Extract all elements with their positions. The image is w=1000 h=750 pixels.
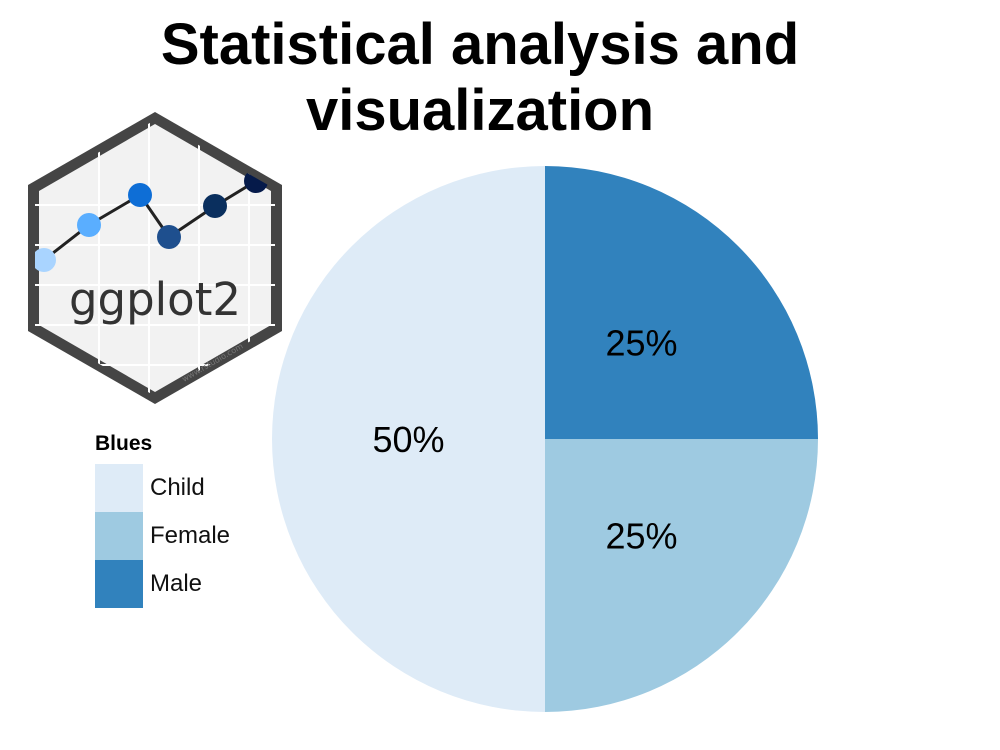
- logo-points: [35, 169, 268, 272]
- legend-label: Child: [150, 474, 205, 501]
- page-title: Statistical analysis and visualization: [0, 12, 960, 144]
- logo-point: [203, 194, 227, 218]
- logo-point: [77, 213, 101, 237]
- legend-label: Female: [150, 522, 231, 549]
- legend-item-female: Female: [95, 512, 230, 560]
- logo-point: [157, 225, 181, 249]
- legend-title: Blues: [95, 432, 153, 455]
- legend-item-child: Child: [95, 464, 230, 512]
- legend-item-male: Male: [95, 560, 230, 608]
- pie-slice-female: [545, 439, 818, 712]
- title-line-1: Statistical analysis and: [160, 12, 800, 77]
- legend-key-male: [95, 560, 143, 608]
- logo-text: ggplot2: [69, 273, 241, 326]
- slice-label-child: 50%: [372, 419, 444, 460]
- pie-slice-male: [545, 166, 818, 439]
- legend-key-female: [95, 512, 143, 560]
- logo-point: [128, 183, 152, 207]
- slice-label-male: 25%: [605, 322, 677, 363]
- ggplot2-logo-icon: ggplot2 www.rstudio.com: [28, 112, 282, 404]
- title-line-2: visualization: [305, 78, 655, 143]
- legend-key-child: [95, 464, 143, 512]
- slice-label-female: 25%: [605, 516, 677, 557]
- legend: Blues Child Female Male: [95, 432, 230, 608]
- logo-point: [35, 248, 56, 272]
- legend-label: Male: [150, 570, 203, 597]
- pie-slice-child: [272, 166, 545, 712]
